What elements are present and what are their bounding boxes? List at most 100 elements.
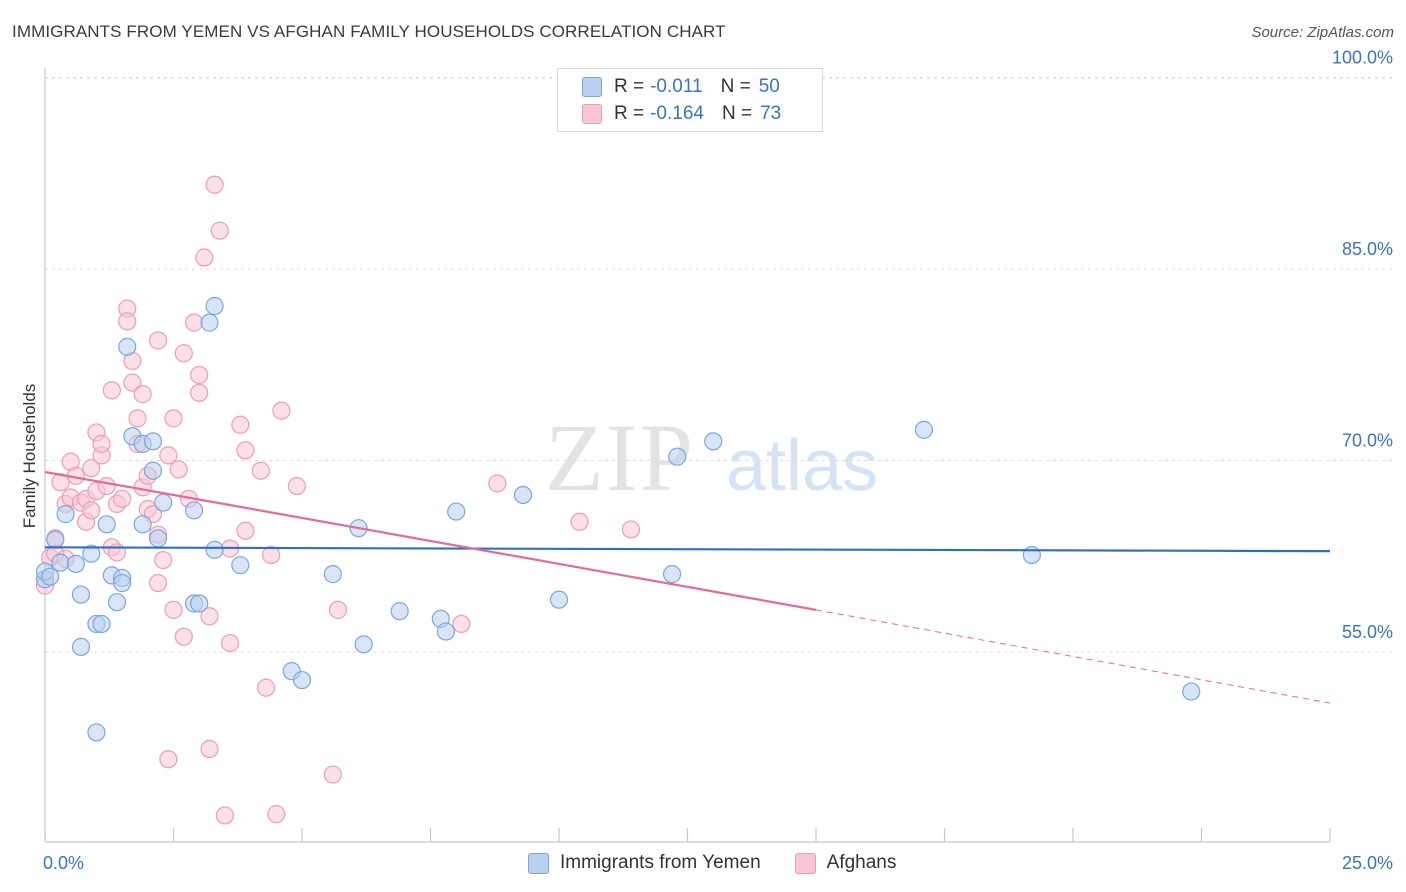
yemen-point xyxy=(1022,545,1041,565)
yemen-point xyxy=(143,461,163,480)
yemen-point xyxy=(1182,682,1201,701)
legend-swatch-yemen xyxy=(528,852,549,874)
afghan-point xyxy=(184,313,204,332)
yemen-trend-line xyxy=(44,546,1331,553)
afghan-point xyxy=(267,805,286,824)
afghan-point xyxy=(251,461,270,480)
afghan-point xyxy=(200,739,219,759)
afghan-point xyxy=(210,221,229,240)
y-tick-label: 85.0% xyxy=(1342,239,1393,259)
axes xyxy=(44,68,1331,843)
yemen-point xyxy=(662,565,682,584)
afghan-point xyxy=(262,545,281,565)
afghan-point xyxy=(220,633,240,653)
yemen-point xyxy=(354,635,373,654)
yemen-point xyxy=(41,567,60,586)
legend-swatch-afghans xyxy=(582,104,602,124)
yemen-point xyxy=(46,530,65,549)
yemen-point xyxy=(914,420,934,439)
legend-swatch-yemen xyxy=(582,77,602,97)
legend-n-label: N = xyxy=(720,76,751,97)
afghan-point xyxy=(190,365,209,385)
yemen-point xyxy=(390,602,409,621)
afghan-point xyxy=(164,409,183,428)
afghan-point xyxy=(164,600,183,619)
afghan-point xyxy=(133,385,152,404)
legend-r-afghans: -0.164 xyxy=(650,103,704,124)
yemen-point xyxy=(51,553,70,572)
yemen-point xyxy=(97,515,116,534)
afghan-point xyxy=(621,520,641,539)
legend-r-label: R = xyxy=(614,103,645,124)
afghan-point xyxy=(159,446,178,465)
yemen-point xyxy=(82,544,101,563)
afghan-point xyxy=(236,441,255,460)
y-tick-labels: 55.0% 70.0% 85.0% 100.0% xyxy=(1332,48,1393,643)
yemen-point xyxy=(118,337,137,356)
x-tick-label: 25.0% xyxy=(1342,853,1393,873)
yemen-point xyxy=(133,515,152,534)
watermark: ZIP atlas xyxy=(545,404,878,511)
afghan-point xyxy=(272,401,291,420)
source-label: Source: ZipAtlas.com xyxy=(1251,24,1394,41)
trend-lines xyxy=(44,470,1331,704)
afghans-points xyxy=(35,175,641,825)
afghan-point xyxy=(118,312,137,331)
yemen-point xyxy=(66,554,85,574)
yemen-point xyxy=(549,590,569,609)
afghan-point xyxy=(82,501,101,520)
yemen-point xyxy=(56,505,75,524)
yemen-point xyxy=(71,637,91,656)
yemen-point xyxy=(107,593,127,612)
legend-n-yemen: 50 xyxy=(758,76,780,97)
afghan-point xyxy=(231,415,250,434)
afghan-trend-extension xyxy=(815,609,1331,704)
afghan-point xyxy=(102,381,121,400)
yemen-point xyxy=(112,573,132,593)
yemen-point xyxy=(87,723,106,742)
afghan-point xyxy=(190,383,209,402)
afghan-trend-line xyxy=(44,470,817,611)
yemen-points xyxy=(35,296,1201,742)
legend-item-afghans[interactable]: Afghans xyxy=(794,852,897,874)
series-legend: Immigrants from Yemen Afghans xyxy=(528,852,930,874)
afghan-point xyxy=(174,627,193,646)
legend-label-afghans: Afghans xyxy=(826,852,897,873)
afghan-point xyxy=(148,331,168,350)
yemen-point xyxy=(92,614,111,634)
legend-row-yemen: R = -0.011 N = 50 xyxy=(582,75,780,99)
yemen-point xyxy=(231,556,250,575)
yemen-point xyxy=(205,296,224,316)
yemen-point xyxy=(447,502,466,521)
afghan-point xyxy=(328,600,348,619)
watermark-atlas: atlas xyxy=(726,426,878,506)
afghan-point xyxy=(97,476,116,496)
legend-r-label: R = xyxy=(614,76,645,97)
afghan-point xyxy=(452,614,471,634)
y-tick-label: 70.0% xyxy=(1342,431,1393,451)
afghan-point xyxy=(236,521,255,540)
afghan-point xyxy=(159,750,178,769)
afghan-point xyxy=(148,573,168,593)
y-tick-label: 55.0% xyxy=(1342,622,1393,642)
yemen-point xyxy=(154,493,173,512)
yemen-point xyxy=(704,432,723,451)
afghan-point xyxy=(570,512,589,531)
afghan-point xyxy=(169,460,188,479)
afghan-point xyxy=(195,248,214,267)
afghan-point xyxy=(205,175,224,194)
x-tick-label: 0.0% xyxy=(43,853,84,873)
afghan-point xyxy=(154,550,173,570)
yemen-point xyxy=(190,594,209,613)
legend-item-yemen[interactable]: Immigrants from Yemen xyxy=(528,852,761,874)
y-tick-label: 100.0% xyxy=(1332,48,1393,68)
yemen-point xyxy=(143,432,163,451)
correlation-legend: R = -0.011 N = 50 R = -0.164 N = 73 xyxy=(557,68,823,132)
yemen-point xyxy=(513,485,533,505)
afghan-point xyxy=(128,409,147,428)
yemen-point xyxy=(436,622,456,641)
yemen-point xyxy=(184,501,204,520)
afghan-point xyxy=(215,806,234,825)
legend-label-yemen: Immigrants from Yemen xyxy=(560,852,761,873)
afghan-point xyxy=(256,678,276,697)
